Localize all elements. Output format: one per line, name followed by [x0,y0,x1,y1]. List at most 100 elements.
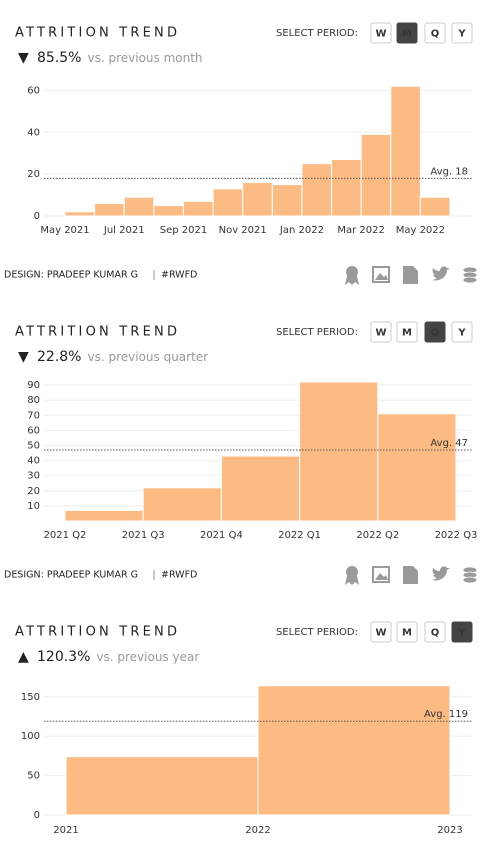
change-note: vs. previous quarter [87,350,208,364]
change-arrow: ▲ [18,649,29,665]
twitter-icon[interactable] [432,566,450,581]
period-button[interactable]: W [370,321,392,343]
pdf-icon[interactable] [403,566,418,584]
button-label[interactable]: W [375,328,386,339]
icon-shape[interactable] [345,276,359,285]
button-box[interactable] [396,22,418,44]
y-tick-label: 30 [27,471,40,482]
icon-shape[interactable] [403,566,418,584]
data-icon[interactable] [462,266,478,284]
button-label[interactable]: M [402,29,412,40]
button-box[interactable] [424,321,446,343]
image-icon[interactable] [372,566,390,583]
period-button[interactable]: M [396,321,418,343]
change-arrow: ▼ [18,349,29,365]
icon-shape[interactable] [346,566,358,578]
bar [123,196,155,217]
bar [299,381,379,522]
bar [153,205,184,217]
icon-shape[interactable] [432,266,450,281]
period-button[interactable]: M [396,22,418,44]
icon-shape[interactable] [432,566,450,581]
button-box[interactable] [424,22,446,44]
panel-title: ATTRITION TREND [15,625,180,640]
button-box[interactable] [451,22,473,44]
period-button[interactable]: W [370,621,392,643]
change-note: vs. previous month [87,51,202,65]
panel-title: ATTRITION TREND [15,26,180,41]
button-label[interactable]: W [375,29,386,40]
icon-shape[interactable] [372,266,390,283]
pdf-icon[interactable] [403,266,418,284]
button-box[interactable] [396,321,418,343]
bar [242,182,273,217]
button-label[interactable]: Y [457,328,466,339]
icon-shape[interactable] [462,276,478,284]
x-tick-label: 2021 Q2 [44,530,87,541]
button-label[interactable]: M [402,628,412,639]
bar [271,184,303,217]
bar [360,133,392,217]
icon-shape[interactable] [346,266,358,278]
panel-title: ATTRITION TREND [15,325,180,340]
bar [182,200,214,217]
button-label[interactable]: Q [431,29,440,40]
button-box[interactable] [370,321,392,343]
avg-label: Avg. 18 [430,166,468,177]
icon-shape[interactable] [345,576,359,585]
button-box[interactable] [370,22,392,44]
period-button[interactable]: Y [451,621,473,643]
x-tick-label: May 2022 [396,225,445,236]
period-button[interactable]: Y [451,22,473,44]
button-box[interactable] [370,621,392,643]
x-tick-label: 2023 [437,825,462,836]
image-icon[interactable] [372,266,390,283]
button-label[interactable]: Y [457,29,466,40]
bar [212,188,244,217]
x-tick-label: 2022 Q3 [435,530,478,541]
icon-shape[interactable] [375,273,388,280]
period-button[interactable]: M [396,621,418,643]
x-tick-label: Mar 2022 [337,225,385,236]
change-value: 120.3% [37,649,90,665]
period-button[interactable]: Y [451,321,473,343]
award-icon[interactable] [345,266,359,285]
button-label[interactable]: Y [457,628,466,639]
icon-shape[interactable] [462,576,478,584]
button-label[interactable]: Q [431,628,440,639]
period-label: SELECT PERIOD: [276,327,358,338]
award-icon[interactable] [345,566,359,585]
button-box[interactable] [451,621,473,643]
period-button[interactable]: Q [424,621,446,643]
data-icon[interactable] [462,566,478,584]
bar [65,756,259,816]
x-tick-label: 2022 Q2 [356,530,399,541]
icon-shape[interactable] [403,266,418,284]
panel: ATTRITION TREND SELECT PERIOD: W M Q Y ▲ 120.3%… [15,621,473,836]
button-box[interactable] [396,621,418,643]
bar [64,211,96,217]
avg-label: Avg. 119 [424,709,468,720]
bar [142,487,222,522]
bar [331,159,362,217]
button-box[interactable] [451,321,473,343]
y-tick-label: 50 [27,771,40,782]
y-tick-label: 90 [27,380,40,391]
period-button[interactable]: Q [424,22,446,44]
icon-shape[interactable] [375,573,388,580]
button-label[interactable]: M [402,328,412,339]
period-button[interactable]: Q [424,321,446,343]
button-label[interactable]: Q [431,328,440,339]
credit: DESIGN: PRADEEP KUMAR G [4,270,138,281]
x-tick-label: 2021 [53,825,78,836]
bar [390,85,421,217]
icon-shape[interactable] [372,566,390,583]
period-label: SELECT PERIOD: [276,28,358,39]
button-label[interactable]: W [375,628,386,639]
button-box[interactable] [424,621,446,643]
period-button[interactable]: W [370,22,392,44]
twitter-icon[interactable] [432,266,450,281]
bar [301,163,333,217]
y-tick-label: 40 [27,127,40,138]
